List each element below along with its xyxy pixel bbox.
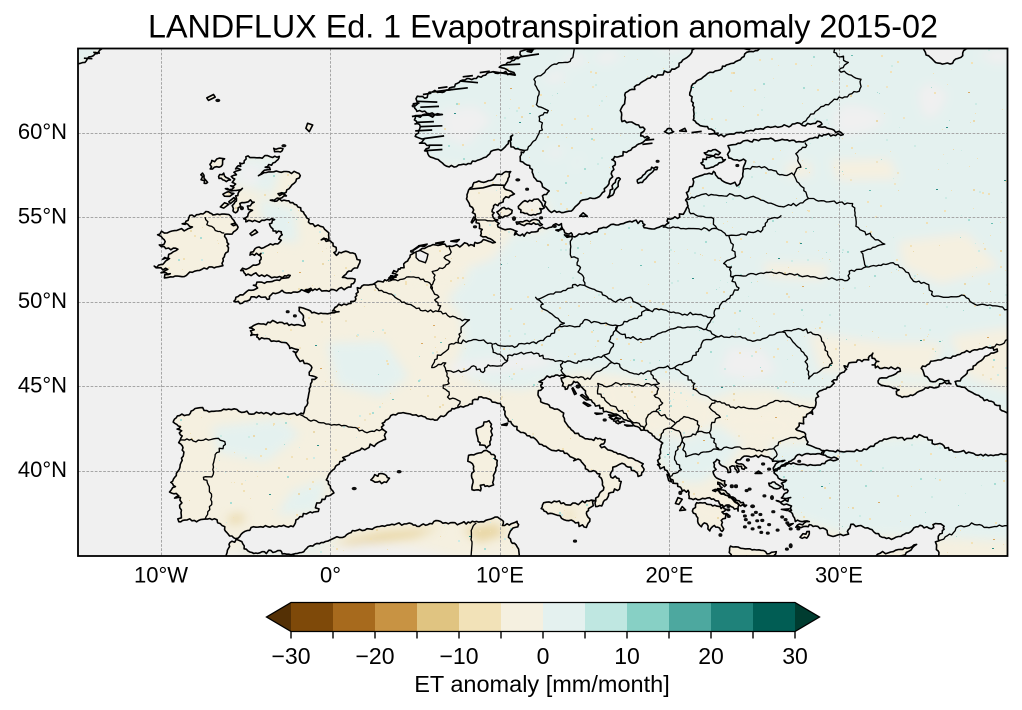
svg-text:60°N: 60°N bbox=[18, 119, 67, 144]
svg-text:LANDFLUX Ed. 1 Evapotranspirat: LANDFLUX Ed. 1 Evapotranspiration anomal… bbox=[148, 9, 938, 45]
svg-text:10°W: 10°W bbox=[134, 563, 188, 588]
svg-text:ET anomaly [mm/month]: ET anomaly [mm/month] bbox=[414, 671, 670, 697]
svg-text:10: 10 bbox=[614, 643, 640, 669]
svg-text:0°: 0° bbox=[320, 563, 341, 588]
svg-text:40°N: 40°N bbox=[18, 457, 67, 482]
svg-text:−20: −20 bbox=[355, 643, 394, 669]
svg-text:30: 30 bbox=[782, 643, 808, 669]
svg-text:−30: −30 bbox=[271, 643, 310, 669]
svg-text:20°E: 20°E bbox=[646, 563, 694, 588]
svg-text:55°N: 55°N bbox=[18, 203, 67, 228]
svg-text:20: 20 bbox=[698, 643, 724, 669]
svg-text:10°E: 10°E bbox=[476, 563, 524, 588]
svg-text:−10: −10 bbox=[439, 643, 478, 669]
svg-text:0: 0 bbox=[537, 643, 550, 669]
svg-text:30°E: 30°E bbox=[815, 563, 863, 588]
svg-text:45°N: 45°N bbox=[18, 372, 67, 397]
svg-text:50°N: 50°N bbox=[18, 288, 67, 313]
